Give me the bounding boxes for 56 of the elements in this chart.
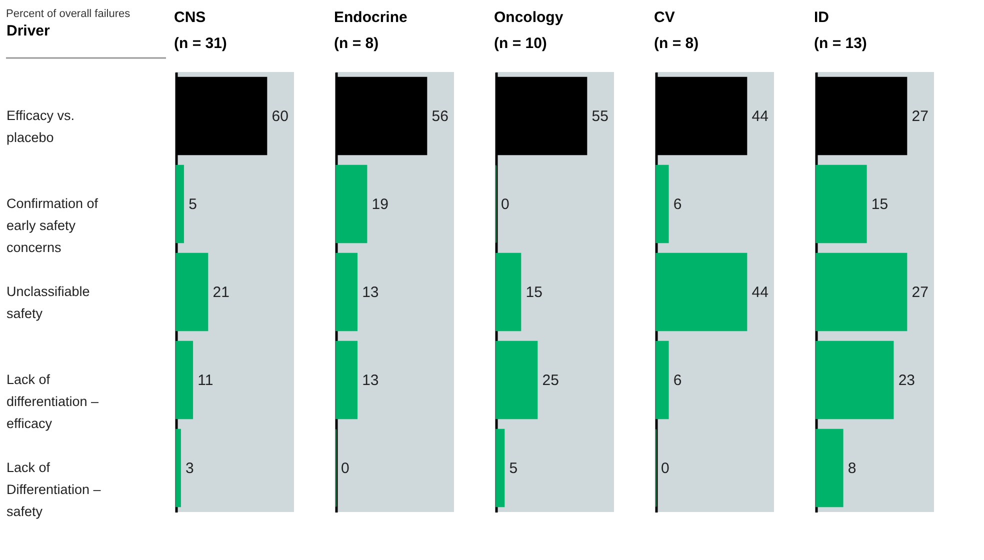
chart-title: Endocrine: [334, 9, 408, 26]
data-label: 23: [898, 372, 916, 389]
y-tick-label: Efficacy vs. placebo: [6, 108, 75, 145]
y-tick-label: Confirmation of early safety concerns: [6, 196, 98, 255]
bar: [496, 252, 522, 332]
chart-subtitle: (n = 31): [174, 35, 227, 52]
data-label: 6: [673, 196, 682, 213]
data-label: 3: [186, 460, 194, 477]
chart-subtitle: (n = 10): [494, 35, 547, 52]
data-label: 15: [526, 284, 542, 301]
bar: [176, 428, 181, 508]
chart-title: CNS: [174, 9, 206, 26]
chart-subtitle: (n = 8): [334, 35, 379, 52]
bar: [816, 340, 894, 420]
data-label: 8: [848, 460, 856, 477]
y-tick-label: Unclassifiable safety: [6, 284, 90, 321]
data-label: 19: [372, 196, 388, 213]
data-label: 25: [542, 372, 559, 389]
bar: [176, 164, 184, 244]
bar: [816, 428, 844, 508]
data-label: 0: [501, 196, 510, 213]
data-label: 11: [198, 372, 214, 389]
chart-subtitle: (n = 13): [814, 35, 867, 52]
chart-title: Oncology: [494, 9, 564, 26]
bar: [176, 252, 208, 332]
bar: [336, 164, 368, 244]
data-label: 21: [212, 284, 230, 301]
bar: [336, 252, 358, 332]
bar: [336, 340, 358, 420]
data-label: 55: [592, 108, 608, 125]
data-label: 5: [188, 196, 197, 213]
data-label: 13: [362, 372, 379, 389]
data-label: 44: [752, 108, 768, 125]
data-label: 5: [509, 460, 518, 477]
bar: [176, 340, 194, 420]
data-label: 56: [432, 108, 448, 125]
data-label: 6: [673, 372, 682, 389]
data-label: 27: [912, 284, 928, 301]
chart-title: ID: [814, 9, 830, 26]
data-label: 15: [871, 196, 888, 213]
data-label: 27: [912, 108, 928, 125]
y-tick-label: Lack of differentiation – efficacy: [6, 372, 100, 431]
bar: [496, 428, 505, 508]
text: Percent of overall failures: [6, 8, 131, 20]
data-label: 0: [661, 460, 670, 477]
data-label: 13: [362, 284, 379, 301]
y-axis-title: Driver: [6, 22, 50, 40]
bar: [816, 164, 867, 244]
bar: [496, 340, 538, 420]
data-label: 60: [272, 108, 288, 125]
data-label: 0: [341, 460, 350, 477]
y-tick-label: Lack of Differentiation – safety: [6, 460, 102, 519]
bar: [816, 252, 908, 332]
chart-title: CV: [654, 9, 675, 26]
data-label: 44: [752, 284, 768, 301]
chart-subtitle: (n = 8): [654, 35, 699, 52]
